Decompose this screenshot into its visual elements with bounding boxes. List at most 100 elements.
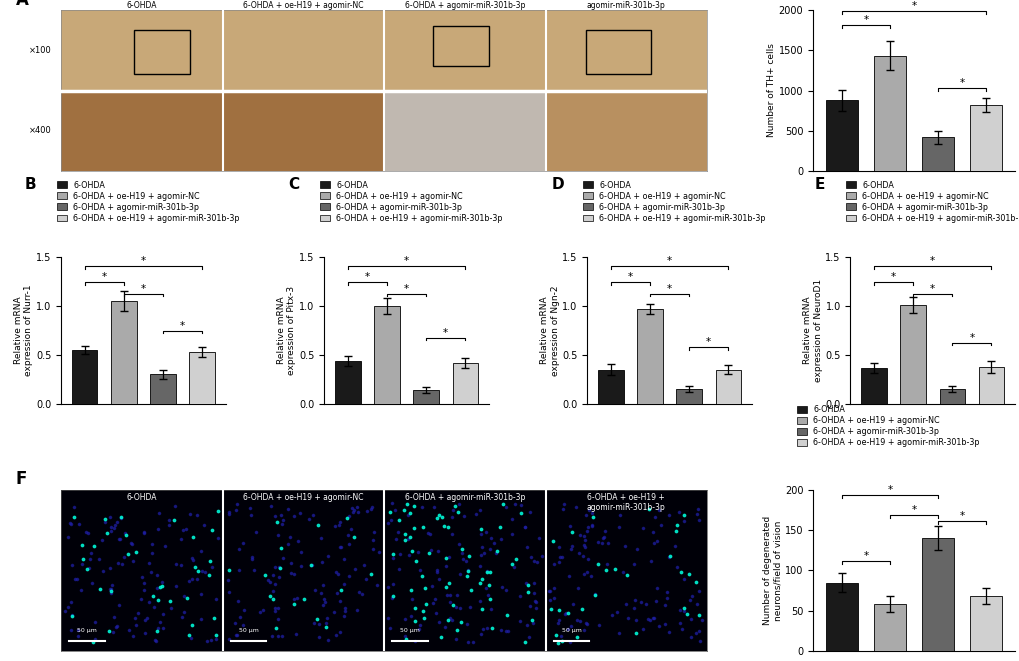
Point: [113, 512, 129, 522]
Point: [542, 586, 558, 596]
Point: [638, 599, 654, 609]
Point: [433, 512, 449, 522]
Point: [420, 527, 436, 538]
Point: [87, 633, 103, 644]
Point: [168, 559, 184, 569]
Point: [406, 523, 422, 533]
Point: [667, 525, 684, 536]
Point: [332, 584, 348, 595]
Point: [683, 614, 699, 625]
Point: [450, 539, 467, 550]
Point: [303, 560, 319, 570]
Point: [610, 522, 627, 532]
Point: [110, 600, 126, 610]
Point: [480, 580, 496, 590]
Point: [398, 498, 415, 509]
Point: [149, 570, 165, 580]
Point: [549, 637, 566, 648]
Point: [473, 549, 489, 560]
Point: [180, 629, 197, 640]
Point: [584, 512, 600, 522]
Point: [575, 569, 591, 580]
Point: [379, 518, 395, 528]
Point: [341, 539, 358, 549]
Point: [556, 609, 573, 619]
Point: [650, 505, 666, 516]
Point: [124, 631, 141, 641]
Point: [443, 615, 460, 625]
Point: [494, 498, 511, 509]
Text: *: *: [891, 272, 896, 282]
Point: [230, 564, 247, 575]
Bar: [334, 361, 360, 404]
Point: [117, 528, 133, 539]
Point: [63, 611, 79, 622]
Point: [452, 617, 469, 627]
Point: [103, 522, 119, 532]
Point: [645, 613, 661, 623]
Text: *: *: [102, 272, 107, 282]
Point: [525, 588, 541, 598]
Point: [473, 628, 489, 639]
Point: [580, 504, 596, 515]
Point: [359, 506, 375, 516]
Point: [328, 567, 344, 578]
Point: [221, 507, 237, 518]
Point: [63, 596, 79, 607]
Point: [244, 510, 260, 520]
Point: [577, 510, 593, 520]
Point: [477, 583, 493, 594]
Point: [511, 591, 527, 602]
Point: [364, 502, 380, 512]
Point: [401, 531, 418, 542]
Point: [111, 533, 127, 544]
Point: [190, 566, 206, 576]
Point: [527, 603, 543, 613]
Text: 6-OHDA + oe-H19 + agomir-NC: 6-OHDA + oe-H19 + agomir-NC: [243, 1, 364, 10]
Point: [141, 596, 157, 607]
Point: [451, 569, 468, 580]
Point: [230, 544, 247, 555]
Text: F: F: [16, 471, 28, 488]
Point: [571, 548, 587, 559]
Point: [409, 547, 425, 558]
Point: [492, 533, 508, 544]
Point: [489, 546, 505, 557]
Point: [454, 554, 471, 564]
Bar: [938, 389, 964, 404]
Point: [220, 565, 236, 576]
Point: [267, 579, 283, 590]
Point: [255, 605, 271, 615]
Point: [353, 588, 369, 599]
Point: [392, 549, 409, 560]
Point: [478, 527, 494, 537]
Point: [176, 590, 193, 601]
Point: [628, 627, 644, 638]
Point: [483, 533, 499, 543]
Point: [422, 529, 438, 539]
Point: [92, 584, 108, 594]
Point: [248, 526, 264, 537]
Point: [505, 561, 522, 572]
Point: [127, 613, 144, 623]
Point: [102, 512, 118, 523]
Point: [642, 556, 658, 566]
Bar: [190, 352, 215, 404]
Point: [279, 539, 296, 549]
Point: [67, 574, 84, 584]
Point: [274, 519, 290, 529]
Text: *: *: [911, 505, 916, 515]
Text: *: *: [404, 256, 409, 266]
Point: [152, 617, 168, 627]
Point: [153, 576, 169, 587]
Point: [311, 631, 327, 642]
Point: [522, 551, 538, 562]
Bar: [150, 375, 175, 404]
Bar: [637, 309, 662, 404]
Point: [318, 618, 334, 629]
Point: [94, 534, 110, 545]
Point: [270, 631, 286, 641]
Point: [149, 626, 165, 637]
Point: [57, 606, 73, 617]
Point: [385, 591, 401, 602]
